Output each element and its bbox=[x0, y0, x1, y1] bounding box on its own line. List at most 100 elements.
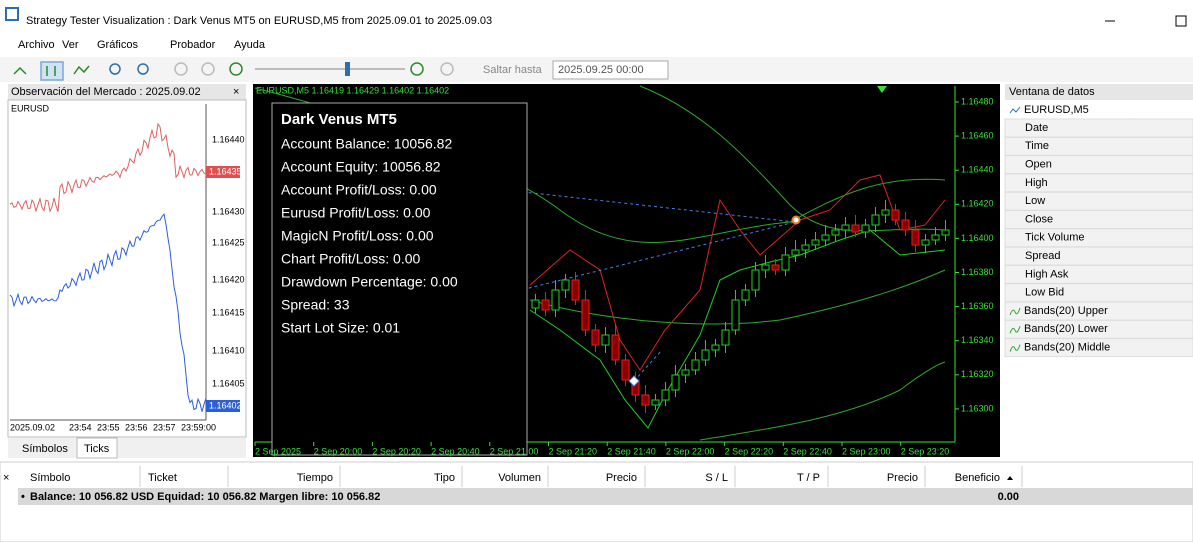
column-header[interactable]: T / P bbox=[797, 472, 820, 484]
menu-item[interactable]: Ayuda bbox=[234, 39, 266, 51]
candle-body bbox=[561, 279, 570, 291]
tool-icon[interactable] bbox=[46, 66, 56, 76]
candle-body bbox=[571, 279, 580, 301]
candle-body bbox=[851, 224, 860, 233]
column-header[interactable]: Tipo bbox=[434, 472, 455, 484]
data-row-label: High Ask bbox=[1025, 268, 1069, 280]
menu-item[interactable]: Archivo bbox=[18, 39, 55, 51]
price-label: 1.16300 bbox=[961, 403, 994, 413]
candle-body bbox=[711, 344, 720, 351]
time-label: 2 Sep 21:20 bbox=[549, 446, 598, 456]
column-header[interactable]: Ticket bbox=[148, 472, 177, 484]
rewind[interactable] bbox=[229, 62, 243, 76]
trade-line bbox=[633, 349, 663, 382]
mini-price-label: 1.16410 bbox=[212, 345, 245, 355]
panel-line: Drawdown Percentage: 0.00 bbox=[281, 274, 458, 290]
candle-body bbox=[681, 369, 690, 376]
column-header[interactable]: Precio bbox=[606, 472, 637, 484]
trade-lines bbox=[486, 187, 796, 382]
menu-item[interactable]: Probador bbox=[170, 39, 216, 51]
candle-body bbox=[891, 209, 900, 221]
zoom-out[interactable] bbox=[137, 63, 149, 75]
indicator-label: Bands(20) Middle bbox=[1024, 342, 1110, 354]
column-header[interactable]: Precio bbox=[887, 472, 918, 484]
panel-line: Chart Profit/Loss: 0.00 bbox=[281, 251, 421, 267]
row-bullet: • bbox=[21, 491, 25, 503]
indicator-label: Bands(20) Lower bbox=[1024, 323, 1108, 335]
mini-price-label: 1.16425 bbox=[212, 237, 245, 247]
column-header[interactable]: Tiempo bbox=[297, 472, 333, 484]
tool-icon[interactable] bbox=[40, 61, 64, 81]
window-title: Strategy Tester Visualization : Dark Ven… bbox=[26, 15, 492, 27]
price-label: 1.16480 bbox=[961, 96, 994, 106]
slider-thumb[interactable] bbox=[345, 62, 350, 76]
candle-body bbox=[721, 329, 730, 346]
candle-body bbox=[731, 299, 740, 331]
panel-line: Eurusd Profit/Loss: 0.00 bbox=[281, 205, 431, 221]
toolbox-close[interactable]: × bbox=[3, 472, 9, 484]
mini-time-label: 23:56 bbox=[125, 422, 148, 432]
panel-line: Account Profit/Loss: 0.00 bbox=[281, 182, 437, 198]
tab[interactable]: Ticks bbox=[84, 443, 110, 455]
column-header[interactable]: Volumen bbox=[498, 472, 541, 484]
candle-body bbox=[751, 269, 760, 291]
time-label: 2 Sep 22:00 bbox=[666, 446, 715, 456]
tool-icon[interactable] bbox=[13, 66, 27, 75]
column-header[interactable]: Símbolo bbox=[30, 472, 70, 484]
mini-chart-frame bbox=[7, 99, 247, 438]
candle-body bbox=[641, 394, 650, 406]
candle-body bbox=[611, 334, 620, 361]
candle-body bbox=[691, 359, 700, 371]
price-label: 1.16420 bbox=[961, 199, 994, 209]
data-row-label: Date bbox=[1025, 122, 1048, 134]
mini-time-label: 23:59:00 bbox=[181, 422, 216, 432]
time-label: 2 Sep 22:40 bbox=[783, 446, 832, 456]
zoom-in[interactable] bbox=[109, 63, 121, 75]
mini-bid-line bbox=[9, 213, 207, 412]
time-label: 2 Sep 2025 bbox=[255, 446, 301, 456]
mini-symbol: EURUSD bbox=[11, 103, 50, 113]
candle-body bbox=[601, 334, 610, 346]
tab-bar bbox=[8, 438, 246, 458]
step[interactable] bbox=[440, 62, 454, 76]
candle-body bbox=[811, 239, 820, 246]
trade-line bbox=[486, 187, 796, 223]
candle-body bbox=[551, 289, 560, 311]
jump-date-box[interactable] bbox=[552, 60, 669, 80]
jump-label[interactable]: Saltar hasta bbox=[483, 64, 543, 76]
candle-body bbox=[901, 219, 910, 231]
sort-arrow bbox=[1007, 476, 1013, 480]
band-lower bbox=[529, 269, 946, 325]
candle-body bbox=[541, 299, 550, 311]
data-row-label: Low bbox=[1025, 195, 1045, 207]
panel-line: Spread: 33 bbox=[281, 297, 350, 313]
menu-item[interactable]: Gráficos bbox=[97, 39, 138, 51]
band-bottom bbox=[699, 361, 946, 441]
forward[interactable] bbox=[410, 62, 424, 76]
candle-body bbox=[651, 399, 660, 406]
menu-item[interactable]: Ver bbox=[62, 39, 79, 51]
price-label: 1.16460 bbox=[961, 130, 994, 140]
mini-time-label: 2025.09.02 bbox=[10, 422, 55, 432]
column-header[interactable]: Beneficio bbox=[955, 472, 1000, 484]
price-label: 1.16400 bbox=[961, 233, 994, 243]
maximize-button[interactable] bbox=[1175, 15, 1187, 27]
tab-active[interactable] bbox=[76, 437, 118, 459]
column-header[interactable]: S / L bbox=[705, 472, 728, 484]
tool-icon[interactable] bbox=[73, 65, 90, 75]
close-marker bbox=[791, 215, 801, 225]
panel-line: Account Equity: 10056.82 bbox=[281, 159, 441, 175]
close-button[interactable]: × bbox=[233, 86, 239, 98]
jump-date[interactable]: 2025.09.25 00:00 bbox=[558, 64, 644, 76]
pause[interactable] bbox=[174, 62, 188, 76]
stop[interactable] bbox=[201, 62, 215, 76]
candle-body bbox=[781, 254, 790, 271]
candle-body bbox=[701, 349, 710, 361]
candle-body bbox=[921, 239, 930, 246]
data-row-label: Spread bbox=[1025, 250, 1060, 262]
symbol-icon bbox=[1009, 106, 1021, 114]
last-label: 1.16402 bbox=[209, 400, 242, 410]
data-row-label: Tick Volume bbox=[1025, 232, 1085, 244]
tab[interactable]: Símbolos bbox=[22, 443, 68, 455]
candle-body bbox=[581, 299, 590, 331]
